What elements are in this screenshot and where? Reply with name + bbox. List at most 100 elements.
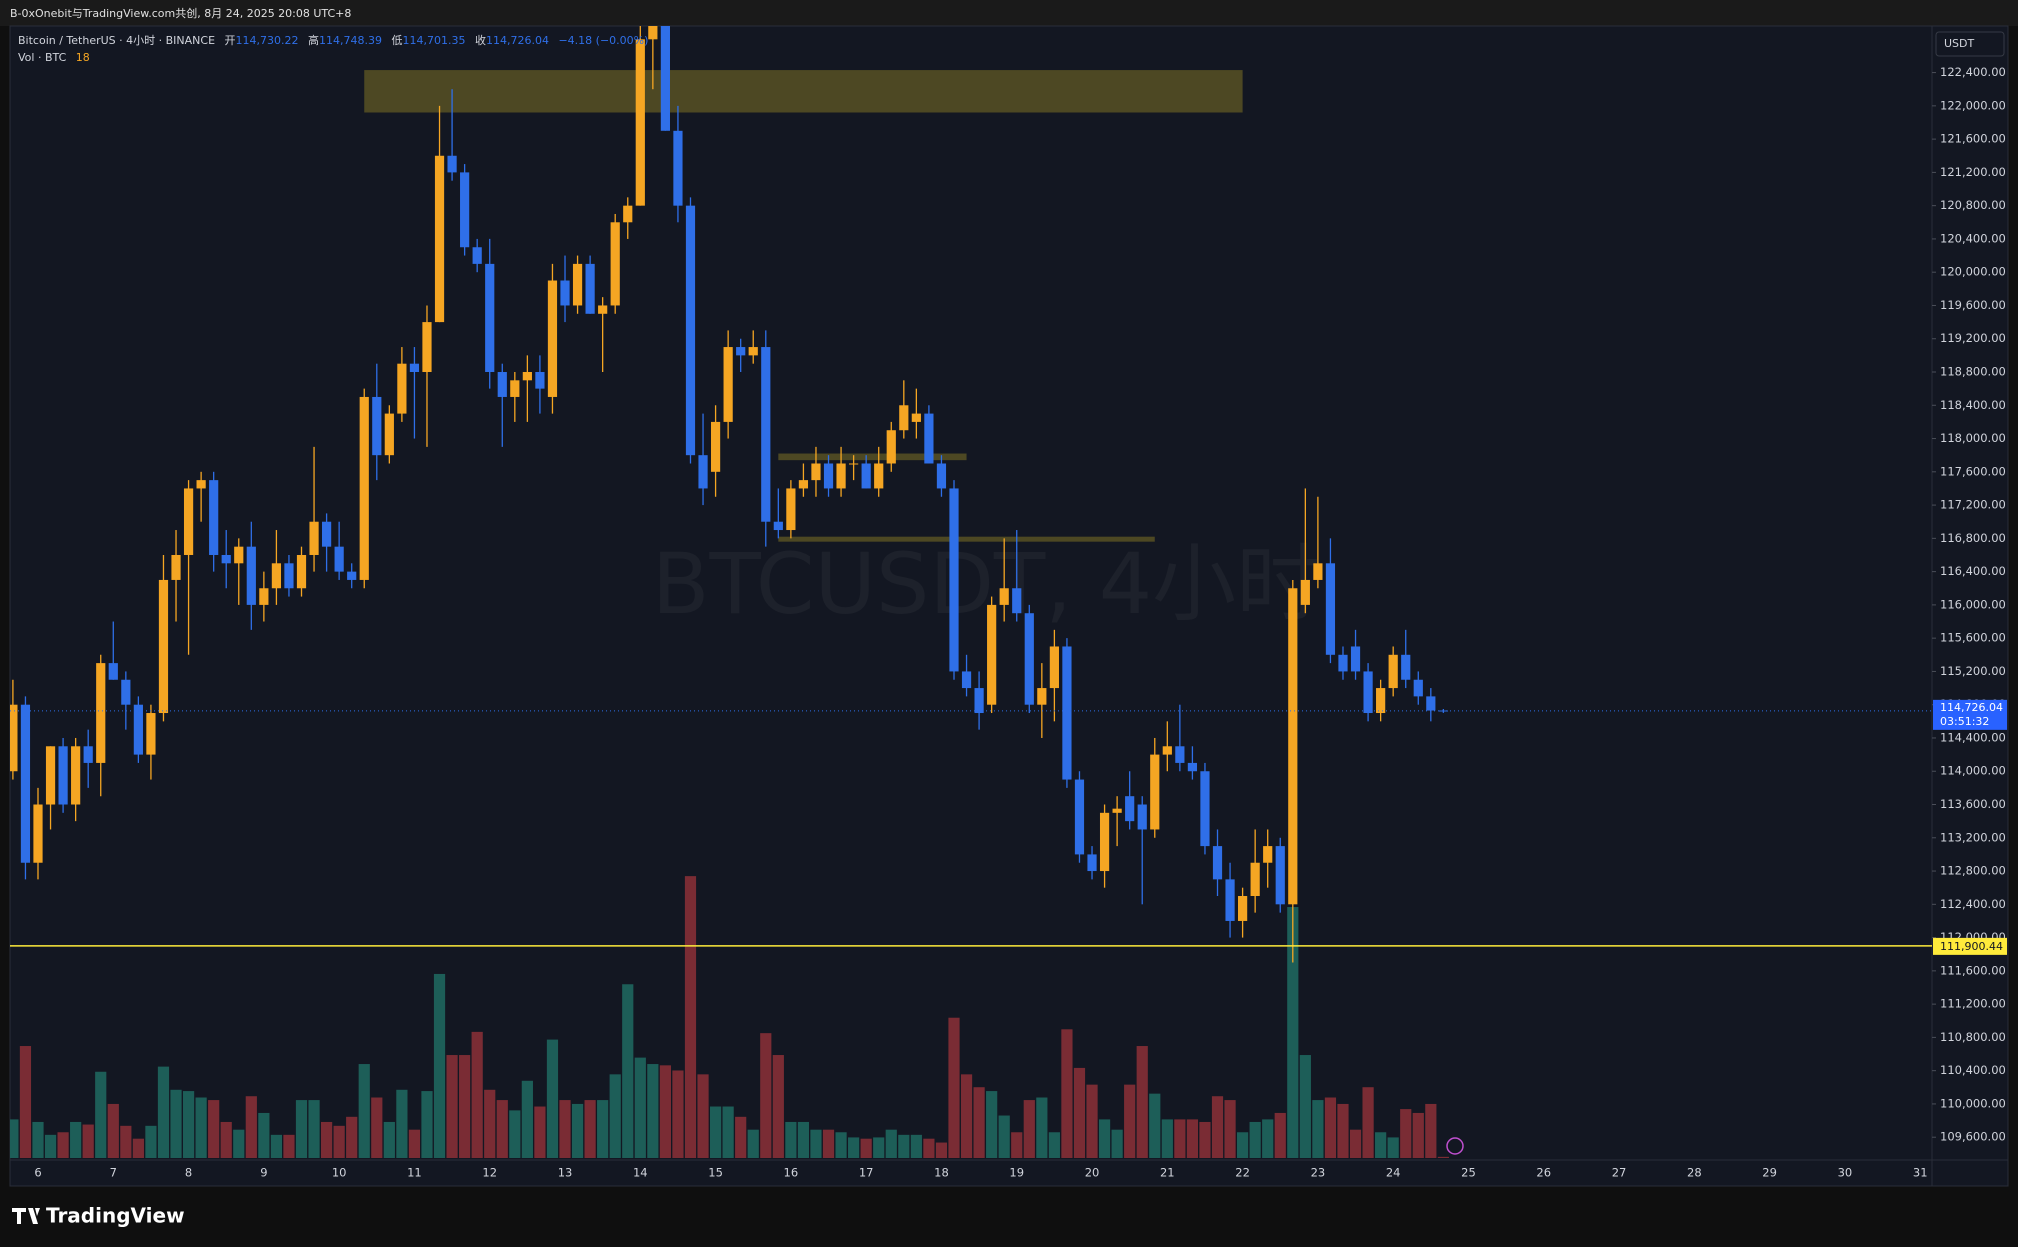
candle-body bbox=[1112, 808, 1122, 813]
candle-body bbox=[899, 405, 909, 431]
x-tick-label: 12 bbox=[482, 1166, 497, 1180]
y-tick-label: 121,200.00 bbox=[1940, 165, 2006, 179]
volume-bar bbox=[371, 1097, 383, 1158]
candle-body bbox=[610, 222, 620, 306]
volume-bar bbox=[10, 1119, 19, 1158]
volume-bar bbox=[697, 1074, 709, 1158]
y-tick-label: 115,200.00 bbox=[1940, 664, 2006, 678]
candle-body bbox=[1250, 862, 1260, 897]
volume-bar bbox=[484, 1089, 496, 1158]
volume-bar bbox=[772, 1055, 784, 1158]
candle-body bbox=[1313, 563, 1323, 580]
candle-body bbox=[673, 130, 683, 206]
volume-bar bbox=[408, 1129, 421, 1158]
x-tick-label: 26 bbox=[1536, 1166, 1551, 1180]
volume-bar bbox=[1136, 1046, 1148, 1158]
y-tick-label: 122,400.00 bbox=[1940, 65, 2006, 79]
volume-bar bbox=[1362, 1087, 1374, 1158]
volume-bar bbox=[973, 1087, 985, 1158]
volume-value: 18 bbox=[76, 51, 90, 64]
y-tick-label: 116,800.00 bbox=[1940, 531, 2006, 545]
candle-body bbox=[1062, 646, 1072, 780]
volume-bar bbox=[571, 1103, 584, 1158]
y-tick-label: 109,600.00 bbox=[1940, 1130, 2006, 1144]
ohlc-value: 114,701.35 bbox=[403, 34, 466, 47]
y-tick-label: 118,400.00 bbox=[1940, 398, 2006, 412]
volume-bar bbox=[1412, 1112, 1424, 1158]
x-tick-label: 24 bbox=[1386, 1166, 1401, 1180]
candle-body bbox=[535, 372, 545, 389]
x-tick-label: 21 bbox=[1160, 1166, 1175, 1180]
volume-bar bbox=[885, 1129, 897, 1158]
volume-bar bbox=[70, 1121, 82, 1158]
volume-bar bbox=[521, 1080, 533, 1158]
candle-body bbox=[108, 663, 118, 680]
volume-bar bbox=[1400, 1109, 1412, 1158]
candle-body bbox=[723, 347, 733, 422]
volume-bar bbox=[295, 1100, 308, 1158]
volume-bar bbox=[1174, 1119, 1186, 1158]
candle-body bbox=[10, 704, 18, 772]
volume-bar bbox=[1312, 1100, 1324, 1158]
candle-body bbox=[347, 571, 357, 580]
ohlc-name: 高 bbox=[308, 33, 319, 47]
volume-bar bbox=[321, 1121, 333, 1158]
volume-bar bbox=[1048, 1132, 1060, 1158]
x-tick-label: 7 bbox=[110, 1166, 117, 1180]
volume-bar bbox=[647, 1064, 659, 1158]
candle-body bbox=[1074, 779, 1085, 855]
volume-bar bbox=[1211, 1096, 1224, 1158]
candle-body bbox=[171, 554, 181, 580]
alert-icon[interactable] bbox=[1446, 1137, 1464, 1155]
volume-bar bbox=[346, 1116, 358, 1158]
candle-body bbox=[33, 804, 43, 863]
candle-body bbox=[999, 588, 1009, 605]
x-tick-label: 23 bbox=[1311, 1166, 1326, 1180]
volume-bar bbox=[283, 1134, 295, 1158]
candle-body bbox=[1099, 812, 1110, 872]
candle-body bbox=[748, 347, 758, 356]
candle-body bbox=[685, 205, 696, 456]
y-tick-label: 111,200.00 bbox=[1940, 997, 2006, 1011]
volume-bar bbox=[609, 1074, 621, 1158]
last-price-label: 114,726.04 bbox=[1940, 701, 2003, 714]
y-tick-label: 120,800.00 bbox=[1940, 198, 2006, 212]
x-tick-label: 31 bbox=[1913, 1166, 1928, 1180]
currency-box bbox=[1935, 31, 2005, 57]
watermark: BTCUSDT, 4小时 bbox=[652, 535, 1320, 633]
y-tick-label: 117,600.00 bbox=[1940, 464, 2006, 478]
candle-body bbox=[836, 463, 846, 489]
y-tick-label: 118,800.00 bbox=[1940, 365, 2006, 379]
candle-body bbox=[1238, 896, 1248, 921]
y-tick-label: 113,600.00 bbox=[1940, 797, 2006, 811]
volume-bar bbox=[1111, 1129, 1123, 1158]
candle-body bbox=[309, 521, 319, 555]
candle-body bbox=[510, 380, 520, 397]
volume-bar bbox=[1299, 1055, 1311, 1158]
volume-bar bbox=[634, 1057, 646, 1158]
candle-body bbox=[522, 372, 532, 381]
candle-body bbox=[96, 663, 106, 763]
candle-body bbox=[1263, 846, 1273, 863]
candle-body bbox=[572, 263, 583, 306]
y-tick-label: 114,000.00 bbox=[1940, 764, 2006, 778]
volume-bar bbox=[998, 1115, 1010, 1158]
candle-body bbox=[1187, 762, 1198, 772]
volume-bar bbox=[1375, 1132, 1387, 1158]
candle-body bbox=[1438, 710, 1448, 712]
x-tick-label: 18 bbox=[934, 1166, 949, 1180]
zone bbox=[778, 536, 1155, 542]
volume-bar bbox=[622, 984, 634, 1158]
volume-bar bbox=[722, 1106, 734, 1158]
candle-body bbox=[183, 488, 194, 555]
volume-bar bbox=[1199, 1121, 1211, 1158]
candle-body bbox=[911, 413, 921, 422]
candle-body bbox=[234, 546, 244, 564]
candle-body bbox=[271, 563, 282, 589]
x-tick-label: 22 bbox=[1235, 1166, 1250, 1180]
candle-body bbox=[1225, 879, 1235, 921]
candle-body bbox=[1325, 563, 1336, 655]
candle-body bbox=[849, 463, 859, 465]
x-tick-label: 19 bbox=[1009, 1166, 1024, 1180]
volume-bar bbox=[1023, 1100, 1035, 1158]
